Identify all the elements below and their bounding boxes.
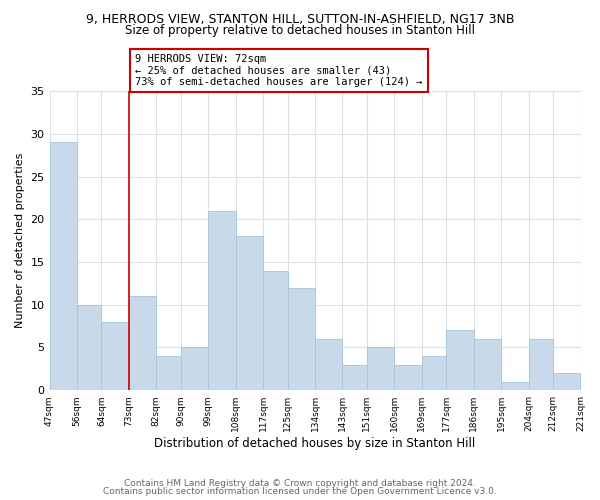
Bar	[77, 305, 101, 390]
Bar	[50, 142, 77, 390]
Bar	[263, 270, 287, 390]
Bar	[101, 322, 129, 390]
Text: Contains public sector information licensed under the Open Government Licence v3: Contains public sector information licen…	[103, 487, 497, 496]
Bar	[394, 364, 422, 390]
Bar	[181, 348, 208, 390]
Bar	[473, 339, 501, 390]
X-axis label: Distribution of detached houses by size in Stanton Hill: Distribution of detached houses by size …	[154, 437, 476, 450]
Bar	[208, 211, 236, 390]
Bar	[422, 356, 446, 390]
Bar	[343, 364, 367, 390]
Text: Contains HM Land Registry data © Crown copyright and database right 2024.: Contains HM Land Registry data © Crown c…	[124, 478, 476, 488]
Bar	[529, 339, 553, 390]
Bar	[446, 330, 473, 390]
Y-axis label: Number of detached properties: Number of detached properties	[15, 153, 25, 328]
Bar	[129, 296, 157, 390]
Bar	[157, 356, 181, 390]
Text: 9, HERRODS VIEW, STANTON HILL, SUTTON-IN-ASHFIELD, NG17 3NB: 9, HERRODS VIEW, STANTON HILL, SUTTON-IN…	[86, 12, 514, 26]
Bar	[315, 339, 343, 390]
Text: Size of property relative to detached houses in Stanton Hill: Size of property relative to detached ho…	[125, 24, 475, 37]
Bar	[501, 382, 529, 390]
Bar	[367, 348, 394, 390]
Bar	[236, 236, 263, 390]
Bar	[287, 288, 315, 390]
Bar	[553, 373, 580, 390]
Text: 9 HERRODS VIEW: 72sqm
← 25% of detached houses are smaller (43)
73% of semi-deta: 9 HERRODS VIEW: 72sqm ← 25% of detached …	[135, 54, 422, 87]
